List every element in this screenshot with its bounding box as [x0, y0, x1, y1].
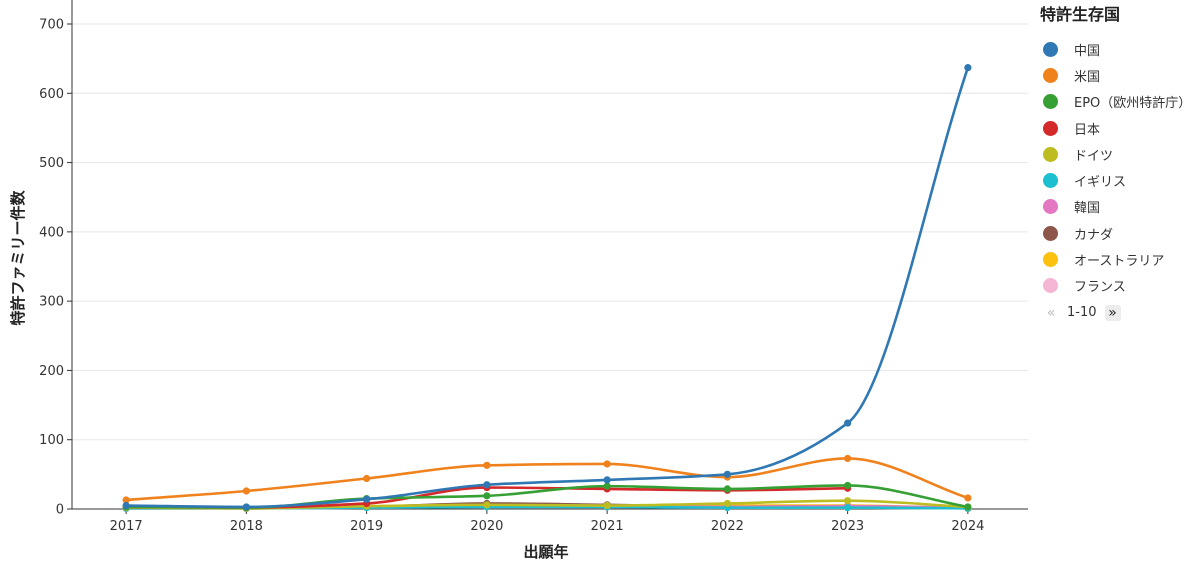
legend-label: 韓国: [1074, 201, 1101, 217]
data-point[interactable]: [122, 501, 130, 510]
data-point[interactable]: [844, 454, 852, 463]
legend-pager-text: 1-10: [1067, 305, 1097, 321]
data-point[interactable]: [483, 501, 491, 509]
data-point[interactable]: [844, 497, 852, 505]
legend-swatch: [1043, 278, 1058, 294]
x-tick-label: 2017: [110, 519, 143, 534]
legend-item[interactable]: フランス: [1040, 273, 1195, 299]
axes: 0 100 200 300 400 500 600 700 2017 2018 2019 2020 20…: [39, 0, 1028, 534]
legend-item[interactable]: 米国: [1040, 62, 1195, 88]
y-tick-label: 100: [39, 433, 64, 448]
data-point[interactable]: [723, 485, 731, 493]
legend-item[interactable]: 韓国: [1040, 194, 1195, 220]
data-point[interactable]: [964, 503, 972, 511]
legend-label: オーストラリア: [1074, 254, 1165, 270]
y-tick-label: 300: [39, 295, 64, 310]
legend-item[interactable]: カナダ: [1040, 220, 1195, 246]
series-line: [126, 67, 970, 509]
x-tick-label: 2020: [470, 519, 503, 534]
legend-swatch: [1043, 199, 1058, 215]
y-tick-label: 500: [39, 156, 64, 171]
x-tick-label: 2019: [350, 519, 383, 534]
series-line: [126, 457, 969, 502]
y-tick-label: 400: [39, 225, 64, 240]
y-tick-label: 700: [39, 18, 64, 33]
x-tick-label: 2021: [591, 519, 624, 534]
data-point[interactable]: [483, 481, 491, 489]
data-point[interactable]: [242, 503, 250, 511]
legend-item[interactable]: 中国: [1040, 36, 1195, 62]
legend-swatch: [1043, 225, 1058, 241]
legend-label: 日本: [1074, 122, 1101, 138]
legend-swatch: [1043, 252, 1058, 268]
data-point[interactable]: [603, 501, 611, 510]
data-point[interactable]: [242, 487, 250, 495]
legend-item[interactable]: オーストラリア: [1040, 246, 1195, 272]
data-point[interactable]: [844, 481, 852, 490]
series-2: [122, 454, 972, 504]
double-chevron-left-icon[interactable]: «: [1046, 304, 1056, 321]
legend-label: イギリス: [1074, 175, 1127, 191]
legend-item[interactable]: ドイツ: [1040, 141, 1195, 167]
y-axis-title: 特許ファミリー件数: [9, 190, 27, 326]
y-tick-label: 0: [56, 503, 64, 518]
legend-label: フランス: [1074, 280, 1126, 296]
data-point[interactable]: [603, 482, 611, 490]
legend-swatch: [1043, 120, 1058, 136]
legend-label: ドイツ: [1074, 148, 1114, 164]
data-point[interactable]: [844, 504, 852, 512]
data-point[interactable]: [483, 492, 491, 500]
y-tick-label: 600: [39, 87, 64, 102]
grid-lines: [72, 23, 1028, 441]
data-point[interactable]: [723, 499, 731, 508]
x-tick-label: 2023: [831, 519, 864, 534]
data-point[interactable]: [363, 474, 371, 483]
legend-label: カナダ: [1074, 227, 1114, 243]
data-point[interactable]: [723, 470, 731, 478]
series-lines: [122, 64, 972, 512]
data-point[interactable]: [964, 64, 972, 72]
y-tick-label: 200: [39, 364, 64, 379]
legend-swatch: [1043, 146, 1058, 162]
data-point[interactable]: [603, 476, 611, 484]
x-tick-label: 2022: [711, 519, 744, 534]
legend-items: 中国米国 EPO（欧州特許庁） 日本ドイツイギリス韓国カナダオーストラリア フランス: [1040, 36, 1195, 299]
legend-pager: « 1-10 »: [1040, 300, 1195, 326]
x-axis-title: 出願年: [523, 543, 568, 561]
data-point[interactable]: [964, 494, 972, 502]
data-point[interactable]: [844, 419, 852, 427]
line-chart: 0 100 200 300 400 500 600 700 2017 2018 2019 2020 20…: [9, 0, 1028, 561]
data-point[interactable]: [603, 460, 611, 468]
data-point[interactable]: [363, 495, 371, 503]
legend-swatch: [1043, 67, 1058, 83]
legend-swatch: [1043, 41, 1058, 57]
legend-swatch: [1043, 94, 1058, 110]
double-chevron-right-icon[interactable]: »: [1104, 304, 1121, 321]
x-tick-label: 2018: [230, 519, 263, 534]
legend-label: EPO（欧州特許庁）: [1074, 96, 1192, 112]
legend: 特許生存国 中国米国 EPO（欧州特許庁） 日本ドイツイギリス韓国カナダオーストラリ…: [1040, 4, 1195, 326]
data-point[interactable]: [122, 496, 130, 504]
legend-label: 米国: [1074, 69, 1101, 85]
legend-item[interactable]: EPO（欧州特許庁）: [1040, 89, 1195, 115]
x-tick-label: 2024: [951, 519, 984, 534]
legend-item[interactable]: 日本: [1040, 115, 1195, 141]
series-1: [122, 64, 972, 511]
legend-label: 中国: [1074, 43, 1101, 59]
legend-title: 特許生存国: [1040, 5, 1121, 24]
legend-item[interactable]: イギリス: [1040, 167, 1195, 193]
legend-swatch: [1043, 173, 1058, 189]
data-point[interactable]: [483, 461, 491, 469]
